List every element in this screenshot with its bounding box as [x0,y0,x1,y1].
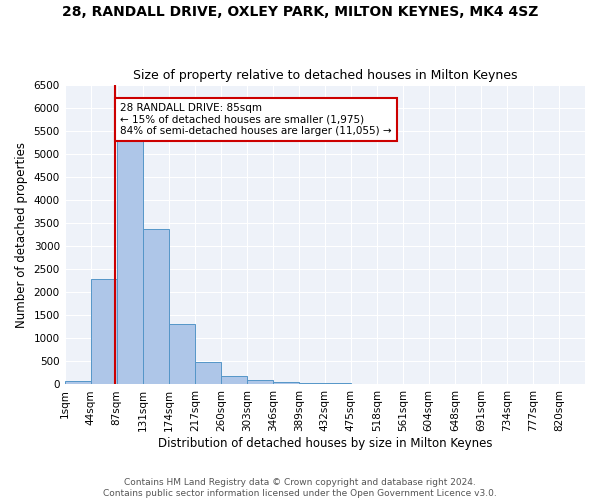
Text: Contains HM Land Registry data © Crown copyright and database right 2024.
Contai: Contains HM Land Registry data © Crown c… [103,478,497,498]
Title: Size of property relative to detached houses in Milton Keynes: Size of property relative to detached ho… [133,69,517,82]
Bar [65,381,91,384]
Bar [299,382,325,384]
Text: 28 RANDALL DRIVE: 85sqm
← 15% of detached houses are smaller (1,975)
84% of semi: 28 RANDALL DRIVE: 85sqm ← 15% of detache… [120,103,392,136]
Bar [91,280,116,384]
Bar [169,324,195,384]
Bar [143,228,169,384]
Bar [195,362,221,384]
Bar [116,134,143,384]
Bar [221,376,247,384]
Y-axis label: Number of detached properties: Number of detached properties [15,142,28,328]
Bar [325,383,351,384]
Text: 28, RANDALL DRIVE, OXLEY PARK, MILTON KEYNES, MK4 4SZ: 28, RANDALL DRIVE, OXLEY PARK, MILTON KE… [62,5,538,19]
Bar [247,380,273,384]
Bar [273,382,299,384]
X-axis label: Distribution of detached houses by size in Milton Keynes: Distribution of detached houses by size … [158,437,492,450]
